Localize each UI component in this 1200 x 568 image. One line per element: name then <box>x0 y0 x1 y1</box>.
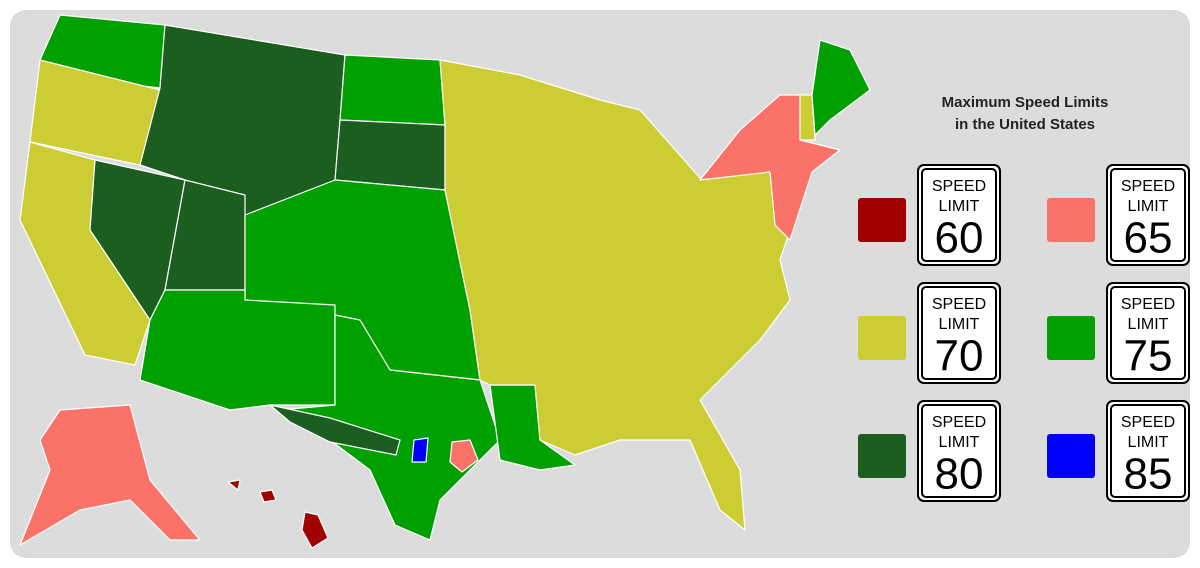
legend-title: Maximum Speed Limits <box>942 94 1109 111</box>
sign-word: SPEED <box>1121 296 1175 313</box>
legend-swatch <box>1047 198 1095 242</box>
speed-sign-border <box>921 168 997 262</box>
speed-sign-border <box>1110 404 1186 498</box>
sign-word: LIMIT <box>1128 316 1169 333</box>
state-region <box>259 489 277 503</box>
speed-sign <box>917 400 1001 502</box>
sign-word: SPEED <box>1121 178 1175 195</box>
speed-limit: 60 <box>935 214 984 263</box>
sign-word: LIMIT <box>939 198 980 215</box>
legend-swatch <box>1047 316 1095 360</box>
legend-swatch <box>858 434 906 478</box>
legend-swatch <box>858 316 906 360</box>
speed-limit: 75 <box>1124 332 1173 381</box>
state-region <box>227 479 241 491</box>
speed-limit: 85 <box>1124 450 1173 499</box>
speed-sign-border <box>921 286 997 380</box>
state-region <box>811 39 871 136</box>
sign-word: LIMIT <box>1128 198 1169 215</box>
state-region <box>19 404 201 546</box>
sign-word: SPEED <box>1121 414 1175 431</box>
sign-word: LIMIT <box>939 434 980 451</box>
speed-sign-border <box>1110 286 1186 380</box>
state-region <box>799 94 816 141</box>
speed-limit: 65 <box>1124 214 1173 263</box>
state-region <box>339 54 446 126</box>
state-region <box>334 119 446 191</box>
state-region <box>449 439 479 473</box>
sign-word: LIMIT <box>939 316 980 333</box>
speed-sign-border <box>921 404 997 498</box>
sign-word: SPEED <box>932 296 986 313</box>
speed-sign <box>917 282 1001 384</box>
legend-title: in the United States <box>955 116 1095 133</box>
speed-sign <box>1106 164 1190 266</box>
state-region <box>699 94 841 241</box>
speed-sign <box>1106 400 1190 502</box>
us-map <box>19 14 871 549</box>
state-region <box>301 511 329 549</box>
sign-word: LIMIT <box>1128 434 1169 451</box>
speed-limit: 80 <box>935 450 984 499</box>
legend-swatch <box>858 198 906 242</box>
speed-sign-border <box>1110 168 1186 262</box>
sign-word: SPEED <box>932 178 986 195</box>
state-region <box>269 404 401 456</box>
state-region <box>411 437 429 463</box>
sign-word: SPEED <box>932 414 986 431</box>
speed-limit: 70 <box>935 332 984 381</box>
speed-sign <box>917 164 1001 266</box>
speed-sign <box>1106 282 1190 384</box>
legend-swatch <box>1047 434 1095 478</box>
legend: SPEEDLIMIT60SPEEDLIMIT65SPEEDLIMIT70SPEE… <box>858 164 1190 502</box>
